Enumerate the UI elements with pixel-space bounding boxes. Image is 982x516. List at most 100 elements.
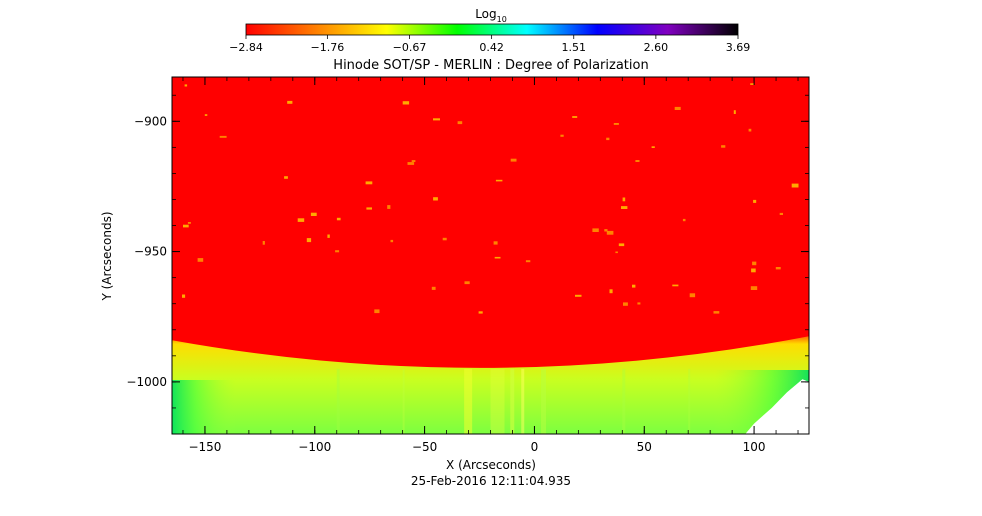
disk-speckle bbox=[183, 224, 189, 228]
disk-speckle bbox=[262, 241, 265, 245]
disk-speckle bbox=[609, 289, 613, 294]
colorbar-tick-label: 3.69 bbox=[726, 41, 751, 54]
disk-speckle bbox=[493, 241, 498, 245]
disk-speckle bbox=[682, 218, 686, 222]
disk-speckle bbox=[182, 294, 186, 298]
x-tick-label: −150 bbox=[188, 440, 221, 454]
disk-speckle bbox=[751, 268, 756, 273]
colorbar-tick-label: −1.76 bbox=[311, 41, 345, 54]
y-tick-label: −900 bbox=[134, 114, 167, 128]
limb-stripe bbox=[541, 368, 547, 434]
colorbar-tick-label: 0.42 bbox=[479, 41, 504, 54]
disk-speckle bbox=[457, 121, 463, 125]
y-tick-label: −950 bbox=[134, 245, 167, 259]
disk-speckle bbox=[674, 106, 681, 110]
disk-speckle bbox=[613, 123, 619, 125]
disk-speckle bbox=[632, 284, 636, 288]
disk-speckle bbox=[336, 217, 341, 221]
colorbar-bar bbox=[245, 23, 739, 36]
disk-speckle bbox=[495, 179, 503, 182]
disk-speckle bbox=[287, 100, 293, 104]
disk-speckle bbox=[184, 84, 188, 87]
disk-speckle bbox=[621, 206, 628, 209]
disk-speckle bbox=[604, 229, 608, 232]
disk-speckle bbox=[721, 145, 726, 148]
off-limb-region bbox=[745, 379, 809, 434]
limb-stripes bbox=[336, 368, 691, 434]
disk-speckle bbox=[752, 261, 757, 266]
disk-speckle bbox=[433, 118, 440, 121]
x-tick-label: −100 bbox=[298, 440, 331, 454]
disk-speckle bbox=[431, 286, 436, 290]
disk-speckle bbox=[510, 158, 517, 162]
disk-speckle bbox=[464, 281, 470, 285]
disk-speckle bbox=[442, 237, 447, 241]
disk-speckle bbox=[791, 183, 799, 188]
limb-stripe bbox=[490, 368, 505, 434]
colorbar-label: Log10 bbox=[475, 7, 507, 24]
colorbar: Log10 −2.84 −1.76 −0.67 0.42 1.51 2.60 3.69 bbox=[229, 7, 750, 54]
limb-stripe bbox=[521, 368, 525, 434]
disk-speckle bbox=[618, 243, 625, 247]
disk-speckle bbox=[525, 260, 531, 263]
x-axis-label: X (Arcseconds) bbox=[446, 458, 536, 472]
disk-speckle bbox=[297, 218, 305, 222]
disk-speckle bbox=[310, 212, 317, 216]
x-tick-label: 0 bbox=[531, 440, 539, 454]
disk-speckle bbox=[753, 199, 757, 203]
limb-stripe bbox=[402, 368, 405, 434]
colorbar-ticks: −2.84 −1.76 −0.67 0.42 1.51 2.60 3.69 bbox=[229, 35, 750, 54]
disk-speckle bbox=[374, 309, 380, 314]
y-axis: −900 −950 −1000 bbox=[126, 94, 809, 435]
disk-speckle bbox=[335, 250, 340, 253]
disk-speckle bbox=[615, 251, 618, 254]
disk-speckles bbox=[182, 83, 799, 314]
disk-speckle bbox=[622, 197, 626, 202]
colorbar-tick-label: −2.84 bbox=[229, 41, 263, 54]
disk-speckle bbox=[733, 110, 736, 114]
disk-speckle bbox=[494, 256, 501, 259]
disk-speckle bbox=[672, 284, 679, 287]
colorbar-tick-label: 2.60 bbox=[644, 41, 669, 54]
limb-stripe bbox=[464, 368, 473, 434]
y-tick-label: −1000 bbox=[126, 375, 167, 389]
disk-speckle bbox=[402, 101, 410, 105]
disk-speckle bbox=[750, 286, 758, 290]
disk-speckle bbox=[606, 137, 610, 141]
disk-speckle bbox=[637, 302, 641, 305]
colorbar-label-base: Log bbox=[475, 7, 496, 21]
disk-speckle bbox=[592, 228, 599, 232]
x-tick-label: 100 bbox=[743, 440, 766, 454]
chart-title: Hinode SOT/SP - MERLIN : Degree of Polar… bbox=[333, 58, 648, 73]
plot-image bbox=[172, 77, 809, 434]
disk-speckle bbox=[779, 212, 783, 215]
limb-stripe bbox=[510, 368, 515, 434]
disk-speckle bbox=[306, 238, 312, 243]
limb-side-left bbox=[172, 380, 332, 434]
disk-speckle bbox=[689, 293, 696, 298]
limb-stripe bbox=[336, 368, 340, 434]
x-tick-label: −50 bbox=[412, 440, 437, 454]
x-axis: −150 −100 −50 0 50 100 bbox=[182, 77, 799, 454]
disk-speckle bbox=[219, 135, 227, 138]
disk-speckle bbox=[748, 128, 752, 132]
disk-speckle bbox=[651, 146, 655, 148]
disk-speckle bbox=[387, 205, 391, 209]
disk-speckle bbox=[572, 116, 578, 118]
timestamp: 25-Feb-2016 12:11:04.935 bbox=[411, 474, 571, 488]
disk-speckle bbox=[478, 311, 483, 314]
disk-speckle bbox=[623, 302, 628, 306]
disk-speckle bbox=[750, 83, 755, 85]
disk-speckle bbox=[635, 160, 640, 162]
disk-speckle bbox=[407, 162, 415, 165]
disk-speckle bbox=[775, 267, 781, 270]
disk-speckle bbox=[366, 207, 372, 210]
disk-speckle bbox=[327, 234, 330, 238]
disk-speckle bbox=[365, 181, 373, 185]
disk-speckle bbox=[713, 311, 720, 314]
disk-speckle bbox=[411, 160, 416, 162]
x-tick-label: 50 bbox=[637, 440, 652, 454]
colorbar-tick-label: −0.67 bbox=[393, 41, 427, 54]
disk-speckle bbox=[204, 114, 208, 116]
